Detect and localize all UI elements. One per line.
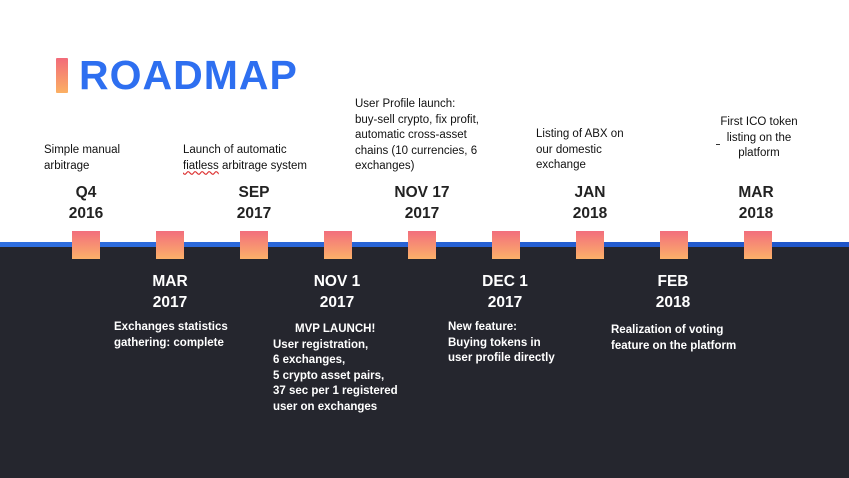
text-cursor-mark [716, 144, 720, 145]
milestone-date: SEP 2017 [236, 184, 272, 222]
timeline-marker [576, 231, 604, 259]
timeline-marker [72, 231, 100, 259]
timeline-marker [660, 231, 688, 259]
top-section [0, 0, 849, 244]
timeline-marker [492, 231, 520, 259]
milestone-description: Launch of automatic fiatless arbitrage s… [183, 144, 307, 172]
milestone-date: JAN 2018 [572, 184, 608, 222]
milestone-description: Exchanges statistics gathering: complete [114, 321, 228, 349]
milestone-description: MVP LAUNCH! User registration, 6 exchang… [273, 323, 398, 413]
milestone-heading: MVP LAUNCH! [295, 323, 376, 335]
milestone-date: FEB 2018 [655, 273, 691, 311]
milestone-date: DEC 1 2017 [482, 273, 528, 311]
milestone-description: User Profile launch: buy-sell crypto, fi… [355, 98, 479, 172]
milestone-date: Q4 2016 [68, 184, 104, 222]
milestone-description: Realization of voting feature on the pla… [611, 324, 737, 352]
milestone-date: MAR 2018 [738, 184, 774, 222]
timeline-marker [324, 231, 352, 259]
spellcheck-word: fiatless [183, 159, 219, 172]
page-title: ROADMAP [79, 52, 298, 98]
milestone-date: NOV 1 2017 [313, 273, 361, 311]
timeline-marker [744, 231, 772, 259]
milestone-description: Simple manual arbitrage [44, 144, 121, 172]
milestone-description: New feature: Buying tokens in user profi… [448, 321, 555, 364]
milestone-date: NOV 17 2017 [394, 184, 450, 222]
timeline-marker [240, 231, 268, 259]
bottom-section [0, 244, 849, 478]
title-accent-bar [56, 58, 68, 93]
milestone-date: MAR 2017 [152, 273, 188, 311]
milestone-description: First ICO token listing on the platform [720, 116, 798, 159]
timeline-marker [156, 231, 184, 259]
timeline-marker [408, 231, 436, 259]
milestone-description: Listing of ABX on our domestic exchange [536, 128, 624, 171]
